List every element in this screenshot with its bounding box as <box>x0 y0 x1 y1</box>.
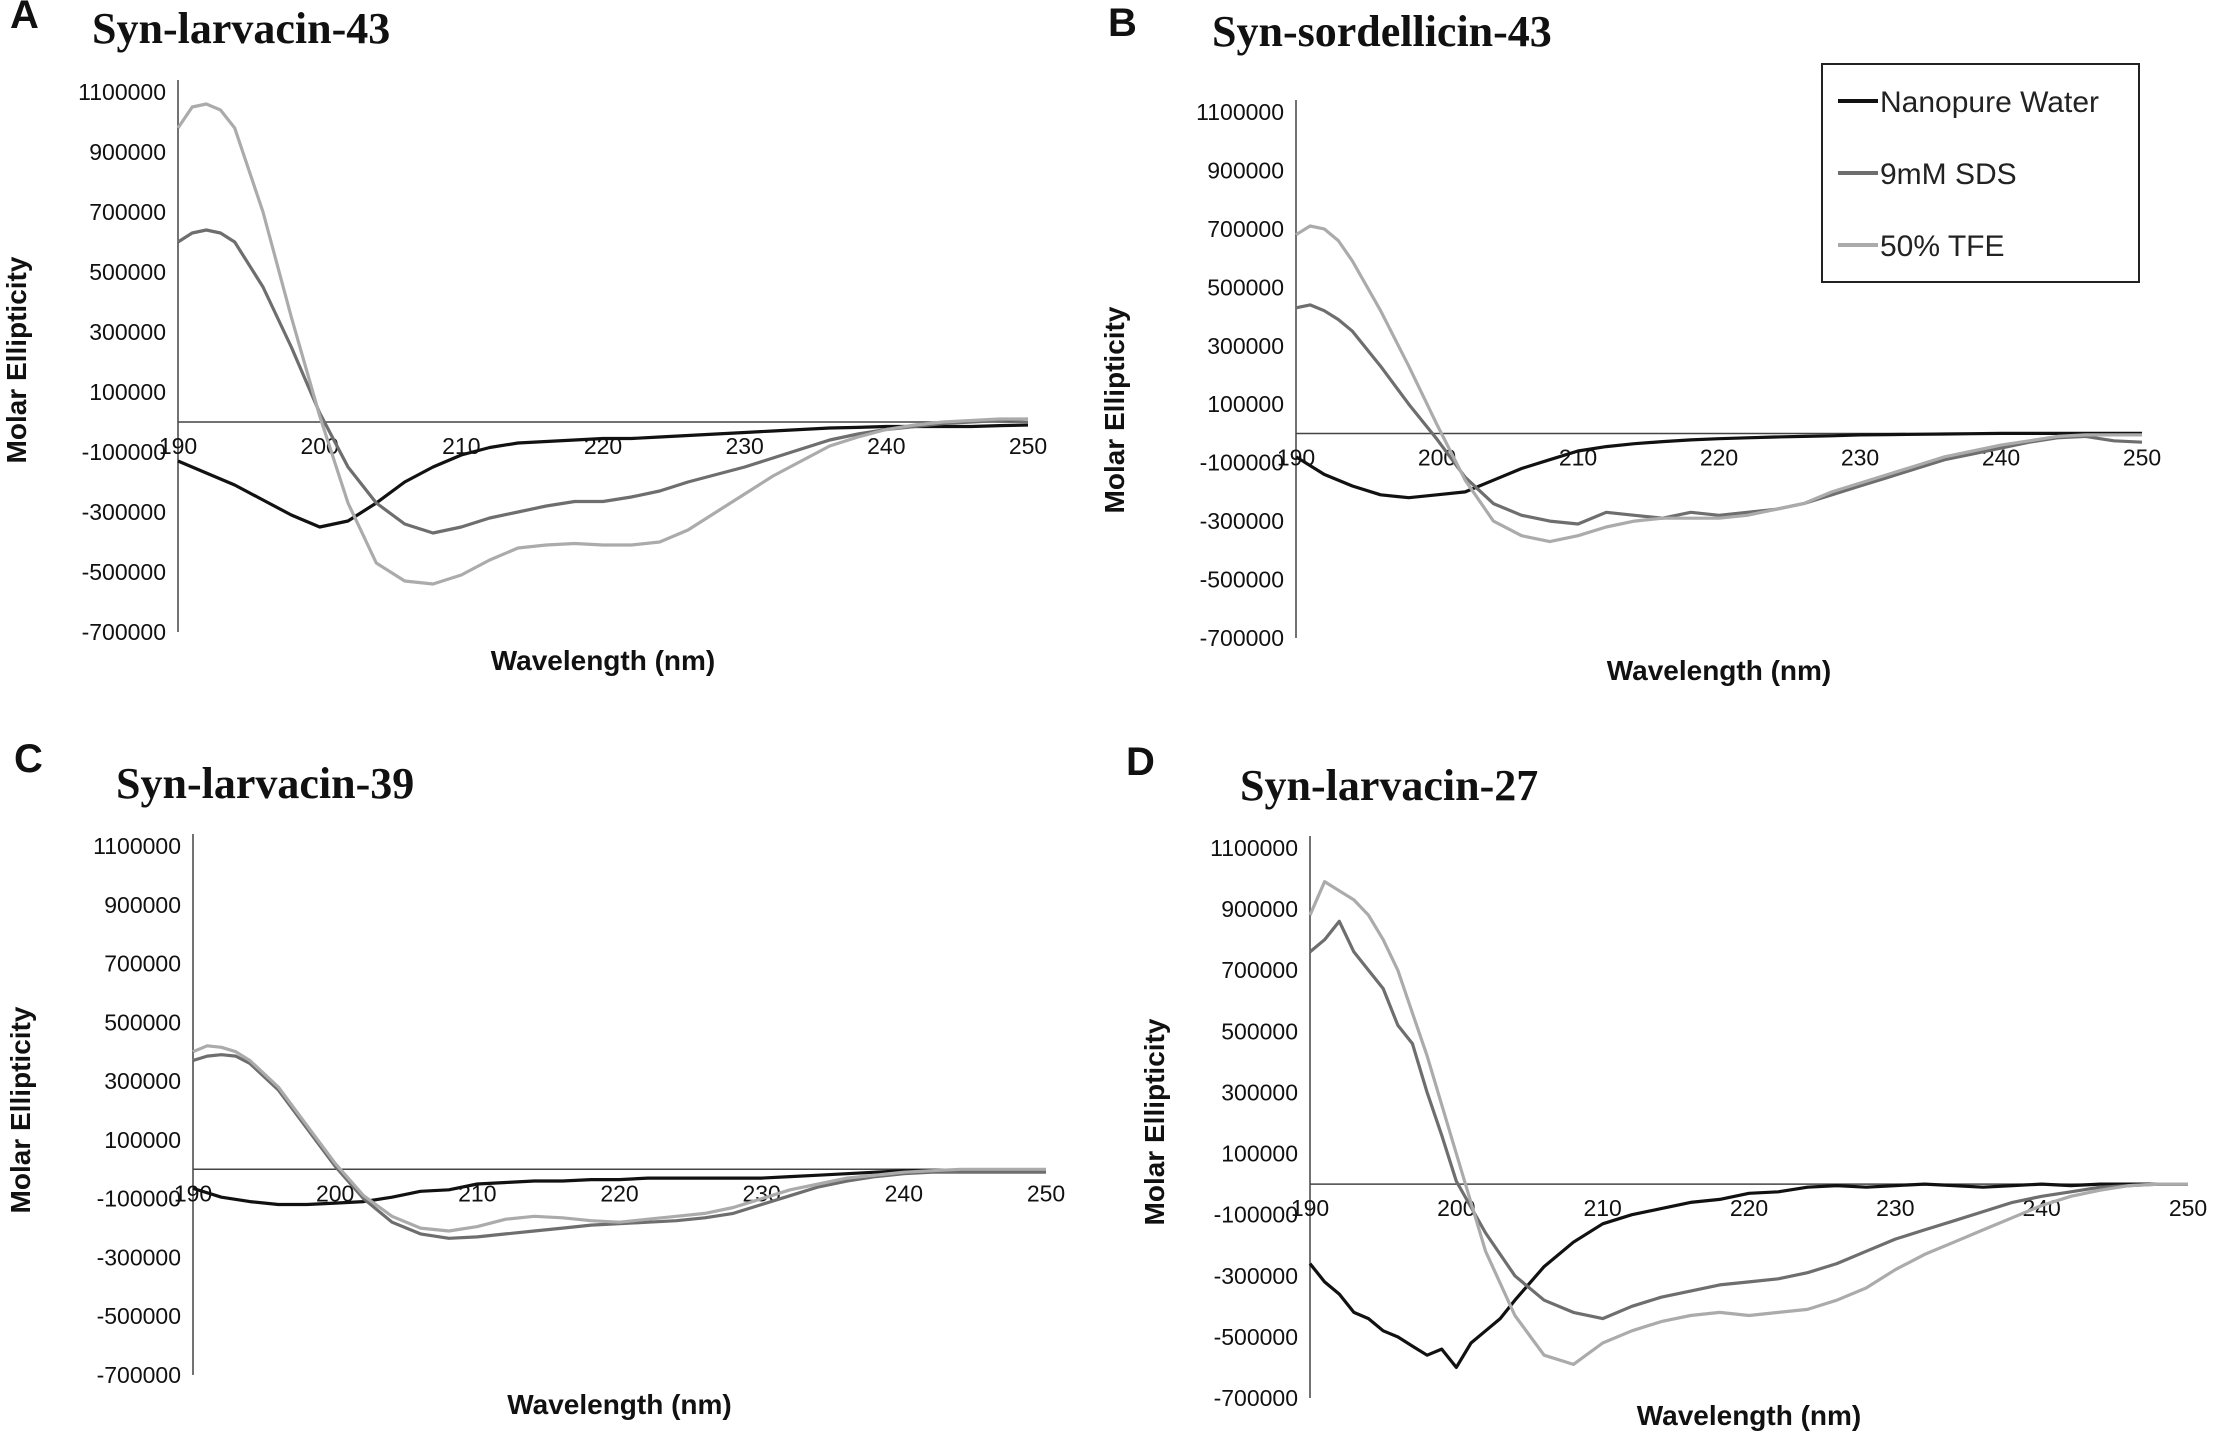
y-tick-label: -700000 <box>82 619 166 645</box>
y-tick-label: -500000 <box>97 1303 181 1329</box>
y-tick-label: 1100000 <box>1210 835 1298 861</box>
legend-entry: 50% TFE <box>1880 230 2005 263</box>
y-tick-label: -100000 <box>97 1186 181 1212</box>
panel-letter: A <box>10 0 39 37</box>
y-tick-label: 300000 <box>1221 1079 1298 1105</box>
y-tick-label: 700000 <box>1221 957 1298 983</box>
y-tick-label: 100000 <box>104 1127 181 1153</box>
panel-letter: B <box>1108 1 1137 45</box>
y-tick-label: 500000 <box>1207 274 1284 300</box>
y-tick-label: -300000 <box>97 1244 181 1270</box>
x-tick-label: 250 <box>2169 1195 2207 1221</box>
x-tick-label: 210 <box>1583 1195 1621 1221</box>
panel-d: D Syn-larvacin-27 1100000 900000 700000 50000… <box>1126 740 2207 1431</box>
series-line-9mm-sds <box>1308 919 2188 1321</box>
y-axis-label: Molar Ellipticity <box>5 1006 36 1213</box>
series-line-nanopure-water <box>177 423 1029 529</box>
y-tick-label: 900000 <box>89 139 166 165</box>
x-tick-label: 220 <box>600 1180 638 1206</box>
panel-title: Syn-larvacin-27 <box>1240 761 1538 810</box>
y-tick-label: 900000 <box>1221 896 1298 922</box>
y-tick-label: 300000 <box>1207 333 1284 359</box>
legend: Nanopure Water 9mM SDS 50% TFE <box>1821 63 2140 283</box>
x-tick-label: 230 <box>1841 444 1879 470</box>
y-tick-label: -100000 <box>1214 1202 1298 1228</box>
y-tick-label: -500000 <box>1200 567 1284 593</box>
y-tick-label: -700000 <box>1200 625 1284 651</box>
x-tick-label: 220 <box>1730 1195 1768 1221</box>
y-tick-label: -300000 <box>1214 1263 1298 1289</box>
y-tick-label: -300000 <box>1200 508 1284 534</box>
y-tick-label: -700000 <box>1214 1385 1298 1411</box>
y-tick-label: 300000 <box>89 319 166 345</box>
y-axis-label: Molar Ellipticity <box>1139 1018 1170 1225</box>
y-tick-label: 100000 <box>89 379 166 405</box>
series-line-nanopure-water <box>1295 431 2142 500</box>
y-tick-label: 700000 <box>89 199 166 225</box>
x-tick-label: 250 <box>2123 444 2161 470</box>
panel-letter: C <box>14 737 43 781</box>
y-tick-label: 1100000 <box>1196 99 1284 125</box>
x-tick-label: 230 <box>725 433 763 459</box>
legend-entry: Nanopure Water <box>1880 86 2099 119</box>
panel-letter: D <box>1126 740 1155 784</box>
x-axis-label: Wavelength (nm) <box>507 1389 732 1420</box>
series-line-50-tfe <box>192 1044 1046 1233</box>
panel-title: Syn-sordellicin-43 <box>1212 7 1552 56</box>
x-tick-label: 190 <box>1291 1195 1329 1221</box>
y-tick-label: 700000 <box>1207 216 1284 242</box>
panel-a: A Syn-larvacin-43 1100000 900000 700000 50000… <box>1 0 1047 676</box>
x-axis-label: Wavelength (nm) <box>491 645 716 676</box>
y-tick-label: 1100000 <box>78 79 166 105</box>
series-line-9mm-sds <box>1295 303 2143 526</box>
panel-title: Syn-larvacin-43 <box>92 4 390 53</box>
series-line-50-tfe <box>1295 224 2142 544</box>
series-line-50-tfe <box>1308 880 2188 1366</box>
x-tick-label: 240 <box>885 1180 923 1206</box>
y-tick-label: -300000 <box>82 499 166 525</box>
y-tick-label: -100000 <box>1200 450 1284 476</box>
y-tick-label: 900000 <box>1207 157 1284 183</box>
y-tick-label: -100000 <box>82 439 166 465</box>
x-tick-label: 240 <box>867 433 905 459</box>
x-tick-label: 190 <box>159 433 197 459</box>
y-tick-label: 100000 <box>1221 1141 1298 1167</box>
panel-b: B Syn-sordellicin-43 1100000 900000 700000 50… <box>1099 1 2161 686</box>
x-tick-label: 250 <box>1027 1180 1065 1206</box>
y-tick-label: -500000 <box>1214 1324 1298 1350</box>
series-line-nanopure-water <box>1308 1182 2188 1369</box>
y-tick-label: 700000 <box>104 951 181 977</box>
legend-entry: 9mM SDS <box>1880 158 2017 191</box>
y-tick-label: 900000 <box>104 892 181 918</box>
y-tick-label: 1100000 <box>93 833 181 859</box>
y-tick-label: 500000 <box>104 1009 181 1035</box>
panel-c: C Syn-larvacin-39 1100000 900000 700000 50000… <box>5 737 1065 1420</box>
x-axis-label: Wavelength (nm) <box>1637 1400 1862 1431</box>
y-tick-label: -500000 <box>82 559 166 585</box>
y-axis-label: Molar Ellipticity <box>1099 306 1130 513</box>
x-tick-label: 230 <box>1876 1195 1914 1221</box>
y-tick-label: 300000 <box>104 1068 181 1094</box>
panel-title: Syn-larvacin-39 <box>116 759 414 808</box>
x-axis-label: Wavelength (nm) <box>1607 655 1832 686</box>
y-tick-label: -700000 <box>97 1362 181 1388</box>
x-tick-label: 220 <box>1700 444 1738 470</box>
y-axis-label: Molar Ellipticity <box>1 256 32 463</box>
y-tick-label: 500000 <box>1221 1018 1298 1044</box>
y-tick-label: 100000 <box>1207 391 1284 417</box>
series-line-50-tfe <box>176 102 1028 586</box>
x-tick-label: 250 <box>1009 433 1047 459</box>
y-tick-label: 500000 <box>89 259 166 285</box>
